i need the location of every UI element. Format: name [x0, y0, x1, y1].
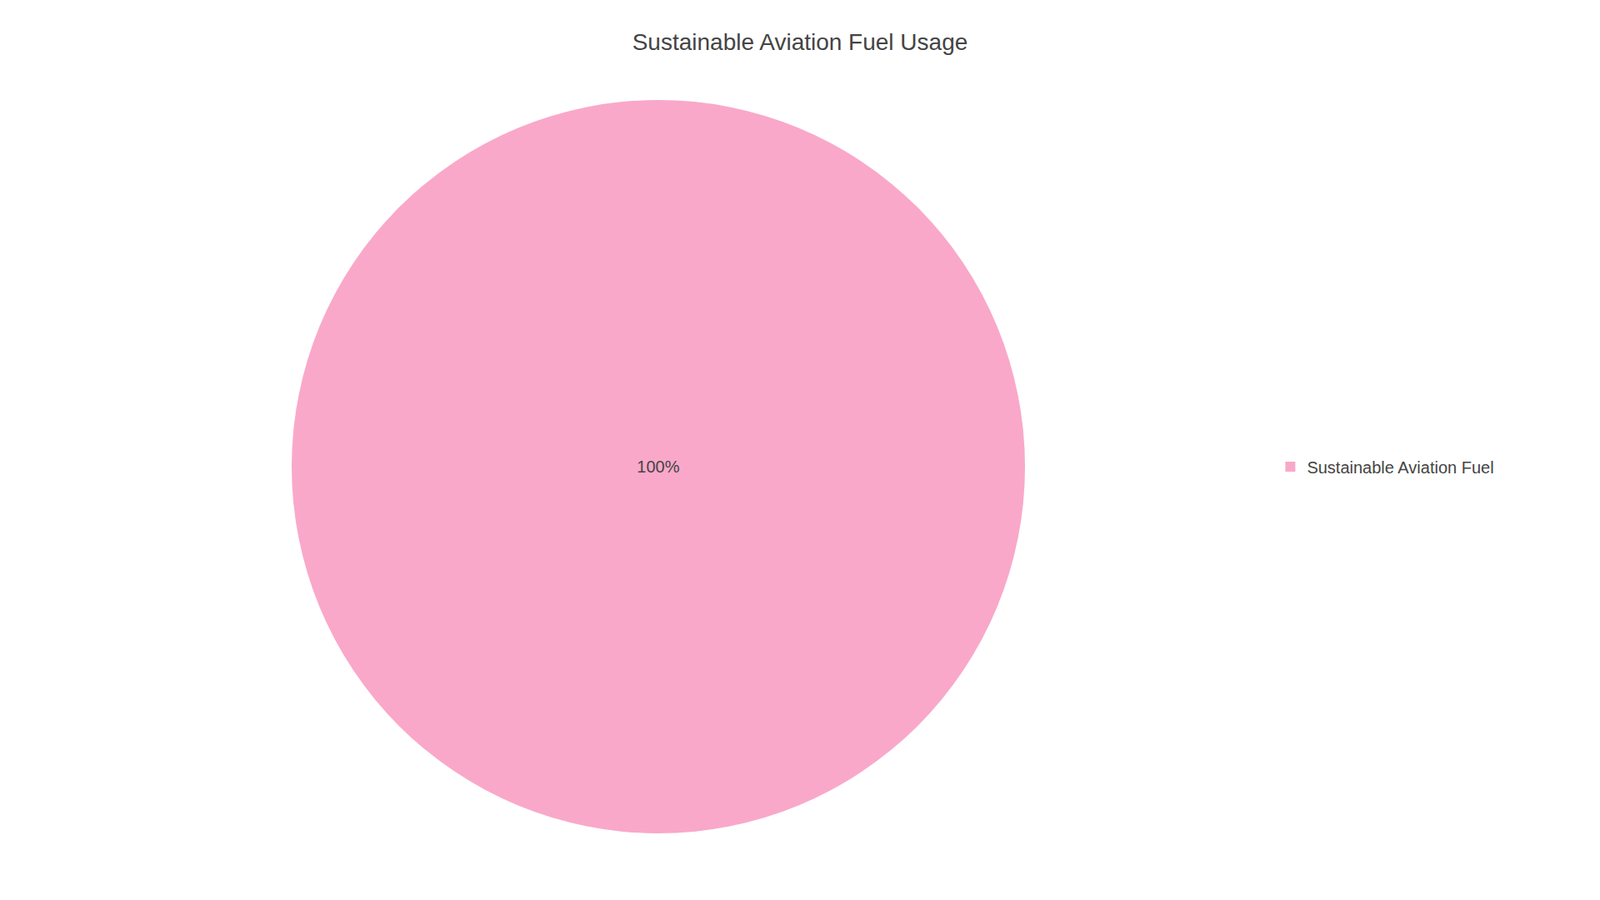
svg-text:Sustainable Aviation Fuel: Sustainable Aviation Fuel: [1306, 458, 1494, 477]
svg-text:100%: 100%: [636, 457, 680, 476]
svg-text:Sustainable Aviation Fuel Usag: Sustainable Aviation Fuel Usage: [632, 29, 969, 55]
